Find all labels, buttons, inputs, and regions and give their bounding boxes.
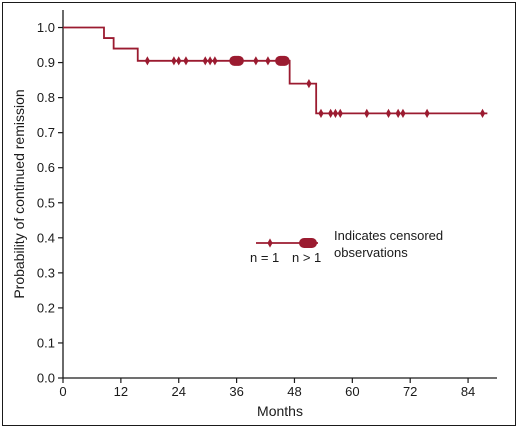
censor-mark-single [328, 108, 334, 118]
censor-mark-single [144, 56, 150, 66]
survival-curve [63, 26, 488, 115]
censor-mark-single [424, 108, 430, 118]
y-tick-label: 0.4 [37, 230, 55, 245]
legend-text-line1: Indicates censored [334, 228, 443, 243]
censor-marks [144, 55, 486, 118]
censor-mark-single [176, 56, 182, 66]
x-axis-title: Months [257, 403, 303, 419]
y-tick-label: 0.2 [37, 300, 55, 315]
y-tick-label: 0.3 [37, 265, 55, 280]
legend-single-label: n = 1 [250, 250, 279, 265]
x-tick-label: 84 [461, 384, 475, 399]
y-tick-label: 0.1 [37, 335, 55, 350]
censor-mark-single [385, 108, 392, 118]
x-tick-label: 12 [114, 384, 128, 399]
censor-mark-single [364, 108, 370, 118]
censor-mark-single [400, 108, 406, 118]
y-tick-label: 0.6 [37, 160, 55, 175]
axes: 0 12 24 36 48 60 72 84 0.0 0.1 0.2 0.3 0.4 0.5 0.6 0.7 0… [37, 10, 497, 399]
step-line [63, 26, 488, 115]
censor-mark-multiple [275, 55, 290, 66]
censor-mark-single [395, 108, 401, 118]
y-tick-label: 0.7 [37, 125, 55, 140]
y-tick-label: 0.0 [37, 371, 55, 386]
y-tick-label: 1.0 [37, 20, 55, 35]
y-tick-label: 0.5 [37, 195, 55, 210]
censor-mark-single [207, 56, 213, 66]
censor-mark-single [332, 108, 339, 118]
censor-mark-single [171, 56, 177, 66]
y-tick-label: 0.9 [37, 55, 55, 70]
x-tick-label: 24 [171, 384, 185, 399]
censor-mark-single [306, 79, 312, 89]
censor-mark-single [479, 108, 486, 118]
x-tick-label: 60 [345, 384, 359, 399]
censor-mark-single [318, 108, 324, 118]
censor-mark-single [202, 56, 208, 66]
x-tick-label: 48 [287, 384, 301, 399]
legend-text-line2: observations [334, 245, 408, 260]
chart-frame [2, 2, 516, 426]
censor-mark-single [183, 56, 189, 66]
censor-mark-multiple [229, 55, 244, 66]
x-tick-label: 72 [403, 384, 417, 399]
y-tick-label: 0.8 [37, 90, 55, 105]
legend: Indicates censored observations n = 1 n > 1 [250, 228, 443, 265]
legend-multiple-label: n > 1 [292, 250, 321, 265]
censor-mark-single [265, 56, 271, 66]
y-axis-title: Probability of continued remission [11, 89, 27, 298]
censor-mark-single [337, 108, 343, 118]
x-tick-label: 0 [59, 384, 66, 399]
censor-mark-single [253, 56, 259, 66]
censor-mark-single [212, 56, 218, 66]
x-tick-label: 36 [229, 384, 243, 399]
legend-censor-single [267, 238, 273, 248]
legend-censor-multiple [299, 238, 317, 248]
